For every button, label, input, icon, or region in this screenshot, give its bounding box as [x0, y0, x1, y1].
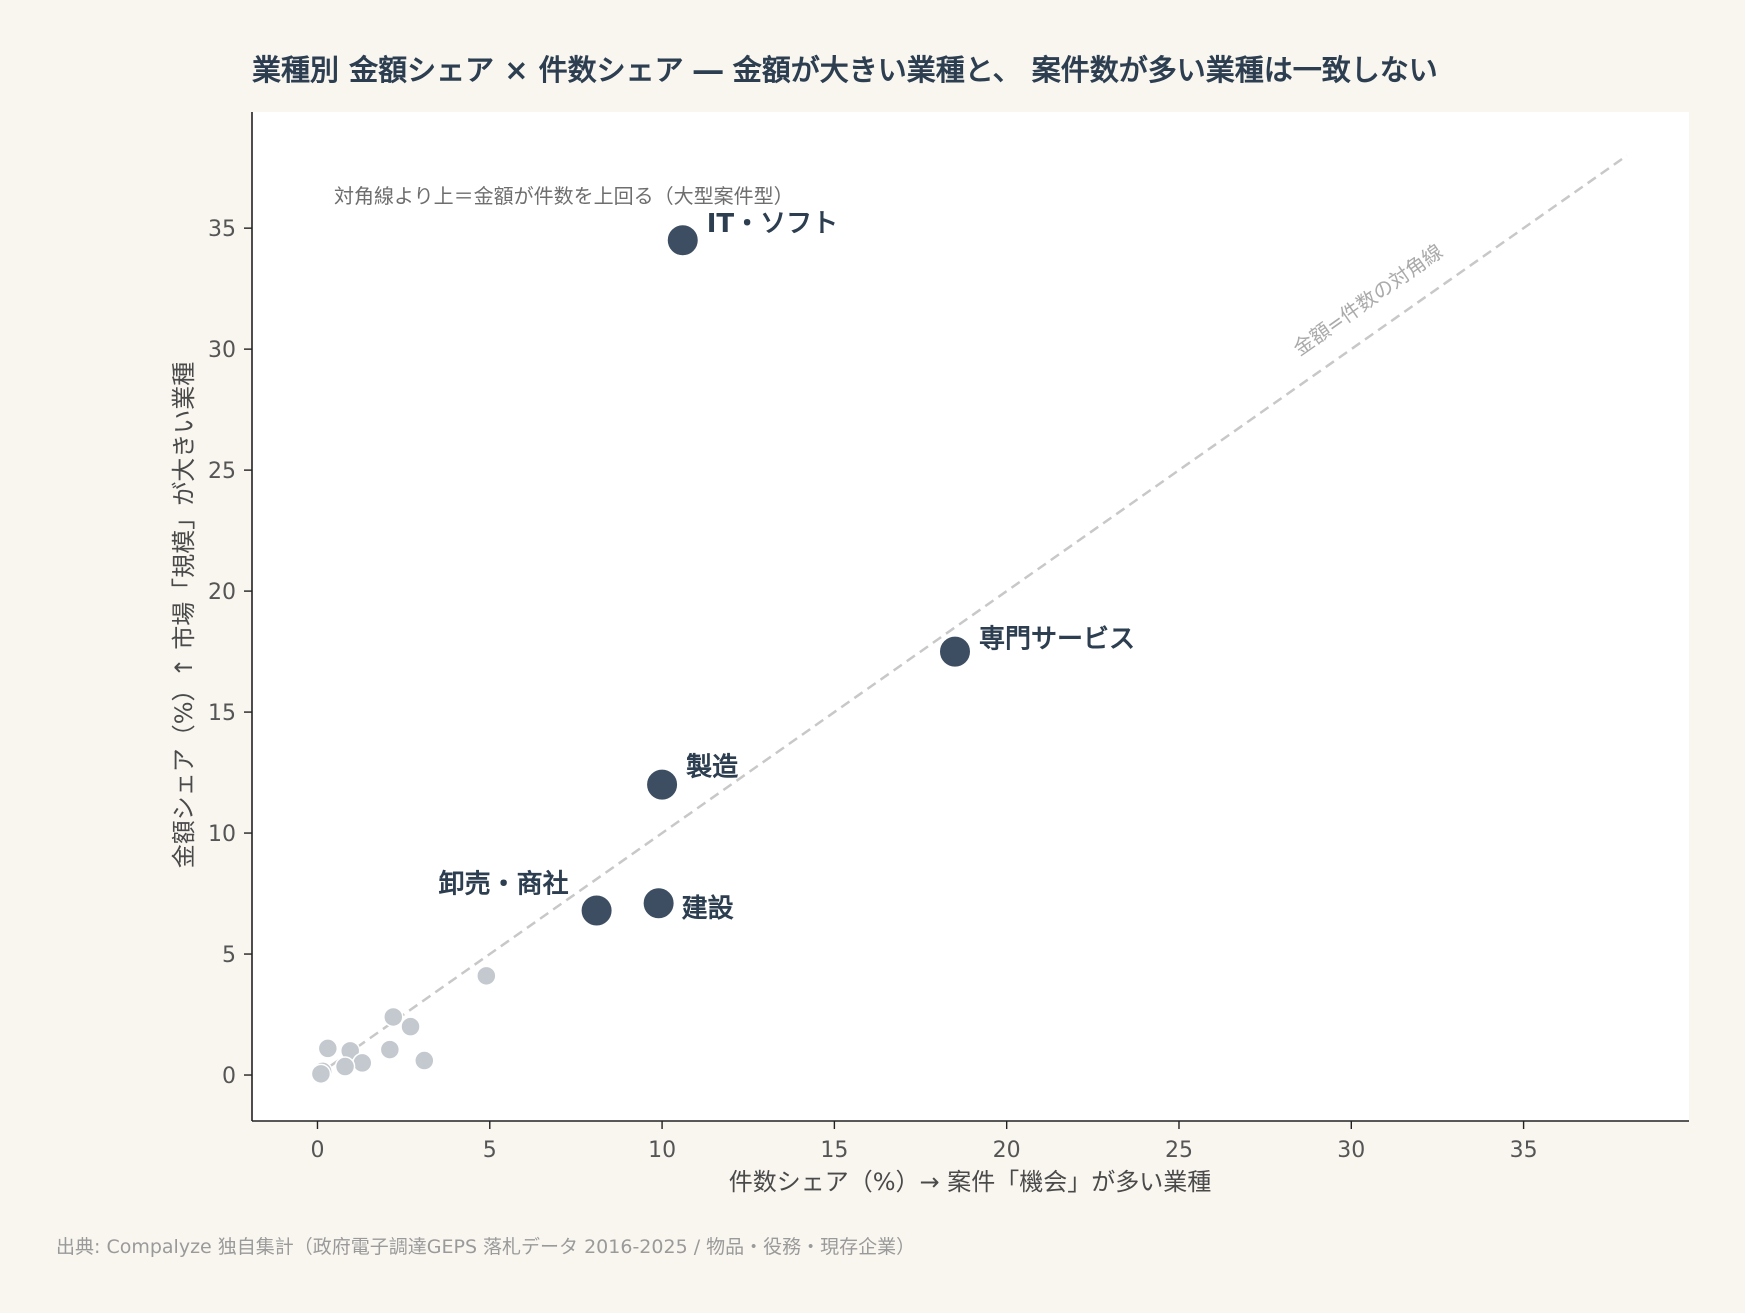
y-tick-label: 0 — [222, 1064, 236, 1089]
x-tick-label: 20 — [993, 1138, 1021, 1163]
x-tick-label: 35 — [1510, 1138, 1538, 1163]
x-axis-ticks: 0 5 10 15 20 25 30 35 — [310, 1121, 1538, 1163]
y-tick-label: 25 — [208, 459, 236, 484]
diagonal-annotation: 対角線より上＝金額が件数を上回る（大型案件型） — [334, 184, 794, 208]
scatter-point-other — [476, 965, 497, 987]
point-label: 製造 — [686, 753, 738, 783]
x-tick-label: 10 — [648, 1138, 676, 1163]
x-tick-label: 15 — [820, 1138, 848, 1163]
y-tick-label: 20 — [208, 580, 236, 605]
x-axis-label: 件数シェア（%）→ 案件「機会」が多い業種 — [729, 1168, 1212, 1196]
y-tick-label: 15 — [208, 701, 236, 726]
scatter-point-other — [400, 1016, 421, 1037]
scatter-point-other — [352, 1052, 373, 1074]
scatter-point-other — [383, 1006, 404, 1028]
x-tick-label: 0 — [310, 1138, 324, 1163]
scatter-point-highlight — [665, 223, 700, 258]
source-note: 出典: Compalyze 独自集計（政府電子調達GEPS 落札データ 2016… — [56, 1236, 915, 1258]
scatter-point-highlight — [645, 767, 680, 802]
scatter-point-other — [334, 1056, 356, 1077]
y-tick-label: 35 — [208, 217, 236, 242]
scatter-point-highlight — [641, 886, 676, 921]
y-tick-label: 5 — [222, 943, 236, 968]
x-tick-label: 25 — [1165, 1138, 1193, 1163]
y-axis-label: 金額シェア（%）↑ 市場「規模」が大きい業種 — [170, 362, 198, 869]
scatter-point-highlight — [937, 634, 972, 669]
chart-title: 業種別 金額シェア × 件数シェア ― 金額が大きい業種と、 案件数が多い業種は… — [252, 53, 1438, 87]
x-tick-label: 5 — [483, 1138, 497, 1163]
point-label: 卸売・商社 — [439, 868, 569, 899]
y-axis-ticks: 0 5 10 15 20 25 30 35 — [208, 217, 252, 1089]
points-layer — [310, 223, 972, 1085]
scatter-point-other — [414, 1050, 435, 1071]
scatter-point-other — [379, 1039, 401, 1060]
scatter-point-other — [310, 1063, 332, 1085]
diagonal-line — [316, 154, 1628, 1077]
scatter-point-highlight — [579, 893, 614, 928]
scatter-point-other — [317, 1038, 339, 1059]
point-label: IT・ソフト — [707, 209, 838, 239]
y-tick-label: 30 — [208, 338, 236, 363]
x-tick-label: 30 — [1337, 1138, 1365, 1163]
point-label: 専門サービス — [979, 625, 1135, 655]
point-label: 建設 — [682, 893, 735, 924]
y-tick-label: 10 — [208, 822, 236, 847]
